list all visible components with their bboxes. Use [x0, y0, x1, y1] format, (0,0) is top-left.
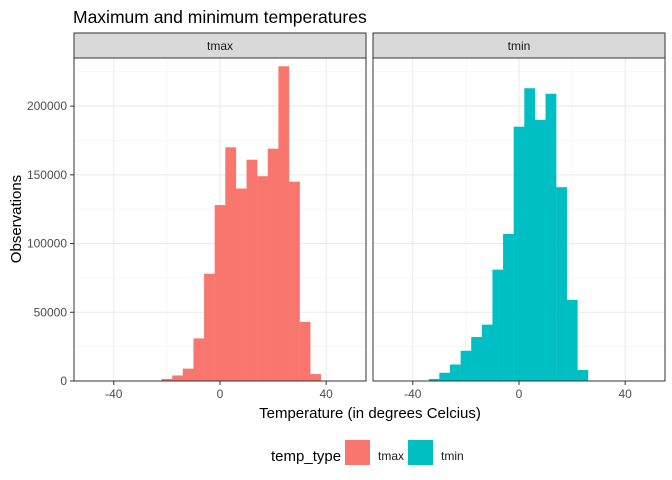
legend-key-tmax: [345, 440, 370, 465]
histogram-bar: [161, 378, 173, 381]
histogram-bar: [204, 273, 215, 381]
histogram-bar: [481, 324, 493, 381]
chart-title: Maximum and minimum temperatures: [73, 7, 367, 27]
histogram-bar: [214, 205, 226, 381]
x-tick-label: -40: [105, 387, 123, 401]
bars-tmin: [428, 88, 589, 382]
histogram-bar: [267, 148, 279, 381]
histogram-bar: [534, 119, 546, 381]
x-tick-label: -40: [404, 387, 422, 401]
y-axis-title: Observations: [8, 175, 25, 263]
panel-tmin: tmin: [372, 32, 666, 382]
histogram-bar: [460, 350, 472, 381]
histogram-bar: [545, 93, 557, 381]
panel-tmax: tmax: [73, 32, 367, 382]
histogram-bar: [439, 372, 451, 381]
y-tick-label: 150000: [27, 168, 67, 182]
histogram-bar: [310, 374, 322, 381]
legend-title: temp_type: [271, 448, 341, 465]
strip-label-tmin: tmin: [508, 39, 531, 53]
histogram-bar: [182, 368, 194, 381]
x-axis-tmin: -40 0 40: [404, 381, 632, 401]
x-tick-label: 0: [516, 387, 523, 401]
x-tick-label: 0: [217, 387, 224, 401]
histogram-bar: [225, 147, 237, 381]
histogram-bar: [503, 233, 514, 381]
histogram-bar: [492, 269, 504, 381]
legend-label-tmax: tmax: [378, 449, 404, 463]
histogram-bar: [193, 338, 205, 381]
histogram-bar: [172, 375, 184, 381]
histogram-bar: [577, 370, 589, 381]
histogram-bar: [556, 187, 567, 381]
histogram-bar: [289, 181, 300, 381]
x-axis-tmax: -40 0 40: [105, 381, 333, 401]
legend-key-tmin: [408, 440, 433, 465]
histogram-bar: [299, 321, 311, 381]
strip-label-tmax: tmax: [207, 39, 233, 53]
histogram-bar: [428, 378, 440, 381]
y-tick-label: 100000: [27, 237, 67, 251]
histogram-bar: [246, 159, 258, 381]
bars-tmax: [161, 66, 322, 381]
histogram-bar: [449, 364, 461, 381]
strip-tmax: [73, 32, 367, 59]
histogram-bar: [235, 188, 247, 381]
histogram-bar: [524, 88, 536, 382]
x-tick-label: 40: [320, 387, 334, 401]
y-tick-label: 50000: [34, 305, 68, 319]
x-tick-label: 40: [619, 387, 633, 401]
histogram-bar: [278, 66, 290, 381]
x-axis-title: Temperature (in degrees Celcius): [259, 405, 481, 422]
histogram-bar: [257, 176, 268, 381]
histogram-bar: [471, 337, 483, 381]
legend: temp_type tmax tmin: [271, 440, 464, 465]
y-tick-label: 0: [60, 374, 67, 388]
strip-tmin: [372, 32, 666, 59]
y-axis: 0 50000 100000 150000 200000: [27, 99, 74, 388]
histogram-bar: [513, 126, 525, 381]
histogram-bar: [566, 299, 578, 381]
legend-label-tmin: tmin: [441, 449, 464, 463]
y-tick-label: 200000: [27, 99, 67, 113]
